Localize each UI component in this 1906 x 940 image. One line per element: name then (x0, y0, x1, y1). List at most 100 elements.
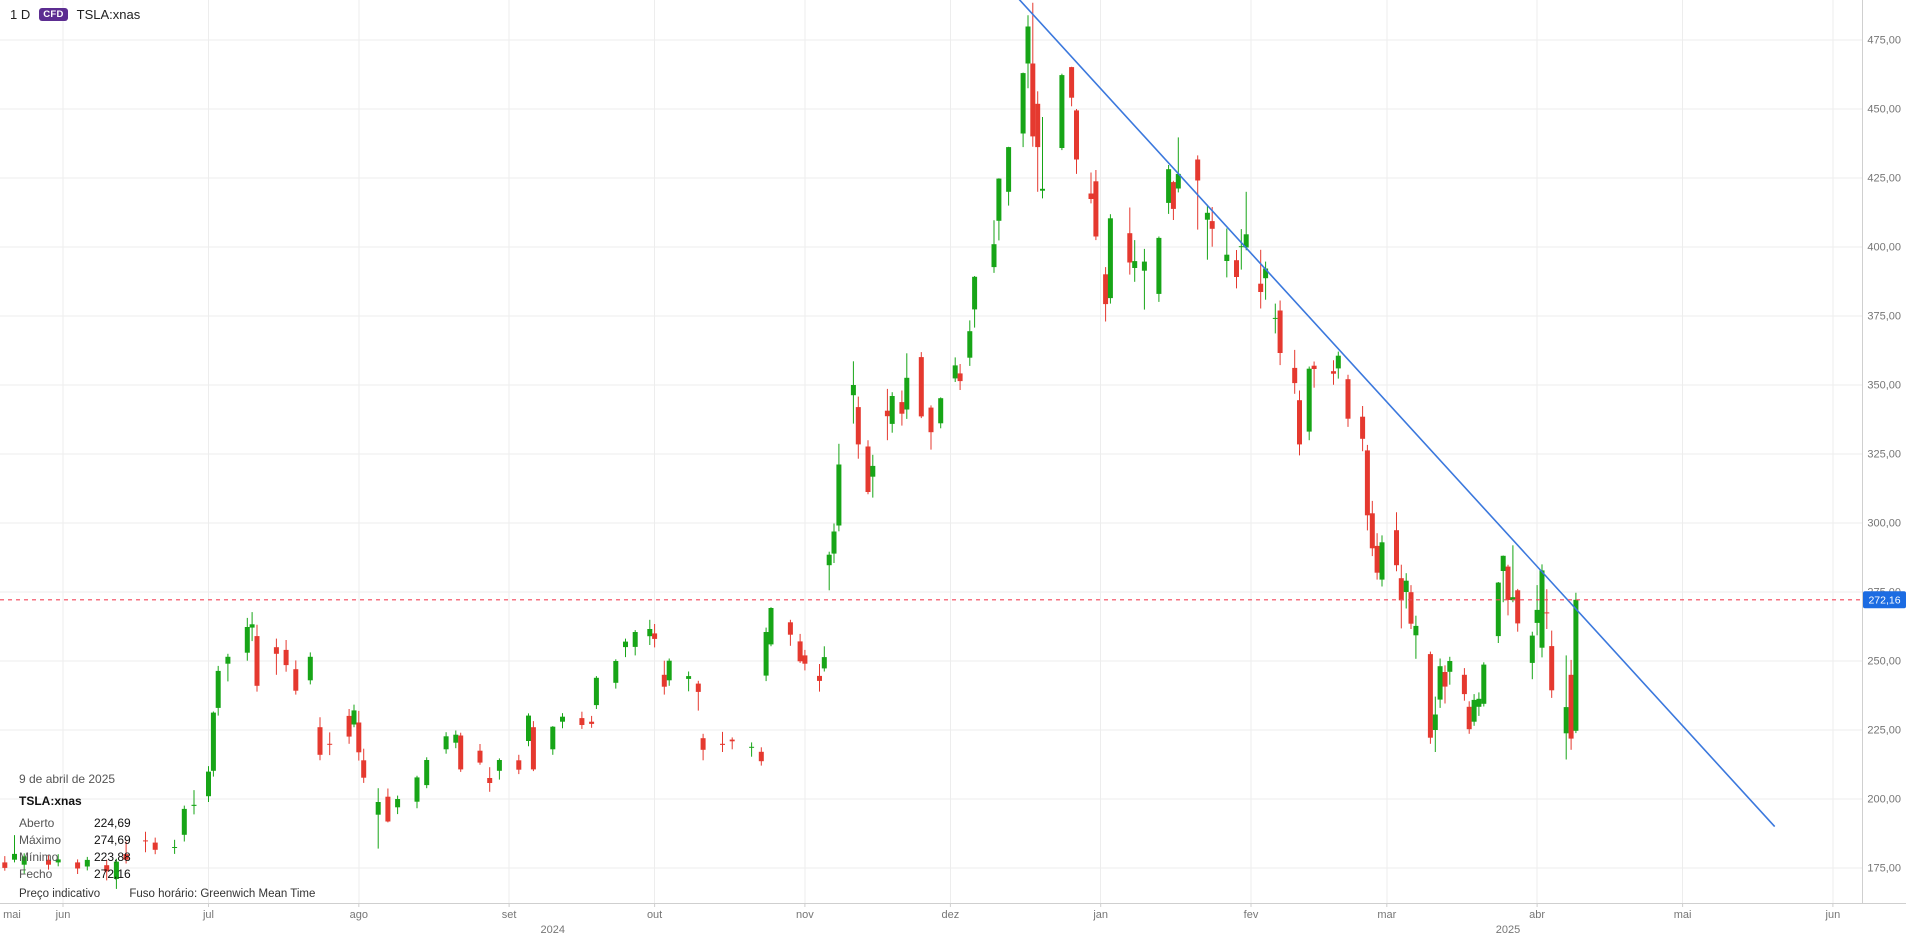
candle-body (1481, 664, 1487, 704)
candle-body (749, 746, 755, 748)
candle-body (317, 727, 323, 755)
candle-body (938, 398, 944, 424)
candle-body (1500, 555, 1506, 571)
candle-body (1403, 580, 1409, 592)
price-tick-label: 175,00 (1867, 863, 1901, 875)
candle-body (957, 373, 963, 382)
year-label: 2024 (541, 924, 565, 936)
candle-body (1132, 261, 1138, 268)
candle-body (972, 276, 978, 310)
month-tick-label: mai (3, 909, 21, 921)
candle-body (210, 712, 216, 771)
candle-body (75, 862, 81, 869)
candle-body (1442, 672, 1448, 687)
candle-body (1568, 674, 1574, 739)
candle-body (1258, 283, 1264, 292)
candle-body (191, 804, 197, 806)
candle-body (458, 735, 464, 770)
candle-body (758, 751, 764, 762)
price-tick-label: 250,00 (1867, 656, 1901, 668)
candle-body (249, 624, 255, 628)
candle-body (496, 760, 502, 771)
tooltip-high-row: Máximo 274,69 (19, 832, 131, 849)
candle-body (526, 715, 531, 741)
candle-body (1573, 599, 1579, 731)
candle-body (1209, 221, 1215, 229)
candle-body (1534, 609, 1540, 623)
candle-body (172, 847, 178, 848)
candle-body (424, 760, 430, 786)
candle-body (1461, 674, 1467, 695)
candle-body (1515, 590, 1521, 624)
candle-body (560, 716, 565, 722)
candle-body (928, 407, 934, 433)
candle-body (1074, 110, 1079, 160)
candle-body (206, 771, 211, 797)
candle-body (1476, 698, 1482, 707)
candle-body (2, 862, 8, 868)
price-tick-label: 225,00 (1867, 725, 1901, 737)
price-tick-label: 350,00 (1867, 380, 1901, 392)
month-tick-label: ago (350, 909, 368, 921)
candle-body (477, 750, 483, 763)
candle-body (453, 734, 459, 743)
candle-body (1277, 310, 1283, 353)
candle-body (113, 861, 119, 879)
candle-body (346, 715, 352, 737)
candle-body (1040, 188, 1045, 191)
candle-body (254, 636, 260, 686)
candle-body (395, 799, 401, 808)
candle-body (21, 856, 27, 865)
candle-body (579, 718, 585, 725)
month-tick-label: out (647, 909, 662, 921)
candle-body (414, 777, 420, 802)
candle-body (487, 778, 493, 783)
candle-body (1204, 212, 1210, 220)
candle-body (1107, 218, 1113, 299)
price-tick-label: 375,00 (1867, 311, 1901, 323)
candle-body (55, 859, 61, 863)
candle-body (1035, 103, 1041, 148)
candle-body (385, 796, 391, 822)
candle-body (1505, 566, 1511, 600)
candle-body (1369, 513, 1375, 549)
candle-body (181, 808, 187, 835)
month-tick-label: jan (1092, 909, 1108, 921)
candle-body (700, 738, 706, 750)
candle-body (1437, 666, 1443, 700)
low-label: Mínimo (19, 850, 59, 864)
candle-body (12, 853, 17, 860)
candle-body (244, 627, 250, 653)
tooltip-open-row: Aberto 224,69 (19, 815, 131, 832)
open-label: Aberto (19, 816, 55, 830)
candle-body (870, 465, 876, 477)
candle-body (1020, 73, 1026, 134)
candle-body (996, 178, 1002, 221)
month-tick-label: nov (796, 909, 814, 921)
candle-body (1311, 365, 1317, 369)
candle-body (1495, 582, 1501, 637)
candle-body (1335, 355, 1341, 369)
candle-body (817, 675, 822, 681)
month-tick-label: jun (1825, 909, 1841, 921)
candle-body (1103, 274, 1109, 305)
high-value: 274,69 (94, 833, 131, 847)
month-tick-label: jul (202, 909, 214, 921)
candle-body (1059, 75, 1065, 148)
h-gridlines (0, 39, 1862, 869)
candle-body (1345, 379, 1351, 419)
candle-body (1374, 545, 1380, 573)
candle-body (589, 721, 595, 724)
candle-body (1466, 706, 1472, 730)
timeframe-selector[interactable]: 1 D (10, 7, 31, 22)
trendline-annotation[interactable] (1013, 0, 1776, 828)
candle-body (1360, 416, 1366, 439)
time-axis[interactable] (0, 903, 1862, 940)
candle-body (1549, 646, 1555, 691)
price-axis[interactable] (1862, 0, 1906, 940)
price-tick-label: 300,00 (1867, 518, 1901, 530)
candle-body (1170, 182, 1176, 209)
candle-body (1030, 63, 1036, 137)
